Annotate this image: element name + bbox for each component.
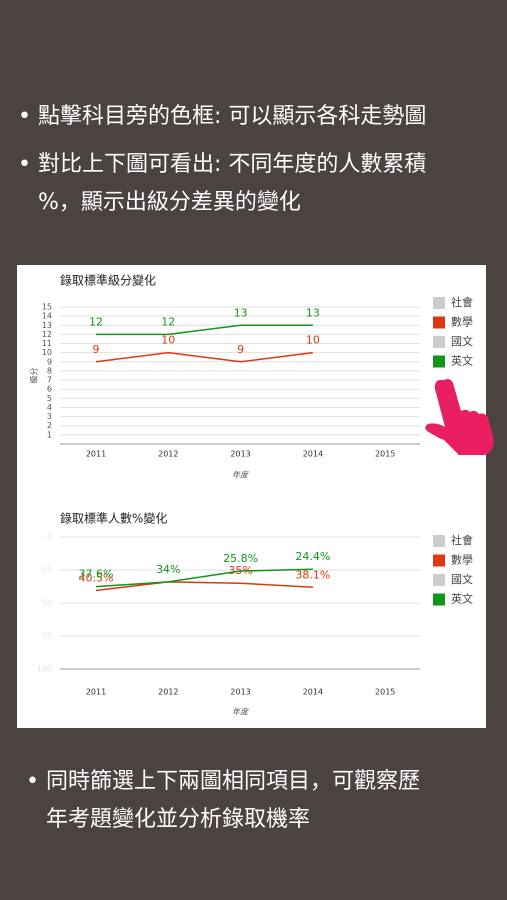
legend-label: 數學 [451, 554, 473, 567]
data-label: 38.1% [295, 568, 330, 581]
x-tick-label: 2014 [303, 450, 323, 459]
y-tick-label: 6 [47, 385, 52, 394]
data-label: 24.4% [295, 550, 330, 563]
series-line [95, 351, 313, 363]
data-label: 25.8% [223, 552, 258, 565]
data-label: 40.5% [79, 571, 114, 584]
y-tick-label: 14 [42, 312, 52, 321]
x-tick-label: 2012 [158, 688, 178, 697]
y-axis-label: 級分 [29, 368, 39, 384]
data-label: 13 [234, 306, 248, 319]
data-label: 9 [93, 343, 100, 356]
y-tick-label: 11 [42, 339, 52, 348]
y-tick-label: 25 [42, 566, 52, 575]
legend-label: 國文 [451, 334, 473, 348]
data-label: 9 [237, 343, 244, 356]
x-tick-label: 2011 [86, 450, 106, 459]
chart-title: 錄取標準人數%變化 [60, 511, 167, 526]
data-label: 34% [156, 563, 180, 576]
legend-label: 國文 [451, 572, 473, 586]
y-tick-label: 0 [47, 533, 52, 542]
data-label: 13 [306, 306, 320, 319]
bullet-line: 點擊科目旁的色框: 可以顯示各科走勢圖 [38, 104, 427, 129]
data-label: 10 [306, 334, 320, 347]
x-tick-label: 2012 [158, 450, 178, 459]
y-tick-label: 12 [42, 330, 52, 339]
hand [425, 379, 494, 455]
bullet: • 同時篩選上下兩圖相同項目，可觀察歷 年考題變化並分析錄取機率 [26, 763, 420, 839]
legend-swatch[interactable] [433, 336, 445, 348]
legend-swatch[interactable] [433, 554, 445, 567]
x-tick-label: 2014 [303, 688, 323, 697]
data-label: 35% [228, 564, 252, 577]
y-tick-label: 9 [47, 357, 52, 366]
y-tick-label: 100 [37, 665, 52, 674]
y-tick-label: 75 [42, 632, 52, 641]
y-tick-label: 50 [42, 599, 52, 608]
legend-swatch[interactable] [433, 535, 445, 547]
chart-title: 錄取標準級分變化 [60, 273, 156, 288]
bullet-dot: • [26, 769, 39, 794]
legend-label: 英文 [451, 354, 473, 368]
legend-swatch[interactable] [433, 316, 445, 329]
y-tick-label: 15 [42, 303, 52, 312]
y-tick-label: 4 [47, 403, 52, 412]
hand-icon [425, 379, 494, 455]
series-line [96, 324, 313, 336]
x-tick-label: 2015 [375, 450, 395, 459]
x-tick-label: 2013 [230, 450, 250, 459]
y-tick-label: 8 [47, 366, 52, 375]
panel [17, 265, 486, 728]
bullet-line: 同時篩選上下兩圖相同項目，可觀察歷 [46, 769, 421, 794]
y-tick-label: 1 [47, 430, 52, 439]
bullet-dot: • [18, 152, 31, 177]
data-label: 10 [161, 334, 175, 347]
y-tick-label: 7 [47, 376, 52, 385]
legend-label: 英文 [451, 592, 473, 606]
series-line [95, 568, 313, 588]
y-tick-label: 5 [47, 394, 52, 403]
data-label: 12 [89, 315, 103, 328]
legend-label: 數學 [451, 316, 473, 329]
legend-swatch[interactable] [433, 574, 445, 586]
bullet-dot: • [18, 104, 31, 129]
bullet: • 對比上下圖可看出: 不同年度的人數累積 %，顯示出級分差異的變化 [18, 146, 426, 222]
y-tick-label: 10 [42, 348, 52, 357]
y-tick-label: 2 [47, 421, 52, 430]
legend-label: 社會 [451, 295, 473, 309]
bullet-line: 年考題變化並分析錄取機率 [46, 807, 311, 832]
bullet: • 點擊科目旁的色框: 可以顯示各科走勢圖 [18, 98, 426, 136]
y-tick-label: 3 [47, 412, 52, 421]
data-label: 12 [161, 315, 175, 328]
y-tick-label: 13 [42, 321, 52, 330]
bullet-line: %，顯示出級分差異的變化 [38, 190, 301, 215]
x-axis-label: 年度 [232, 471, 250, 480]
x-tick-label: 2015 [375, 688, 395, 697]
legend-swatch[interactable] [433, 297, 445, 309]
legend-swatch[interactable] [433, 355, 445, 368]
data-label: 37.6% [79, 568, 114, 581]
legend-label: 社會 [451, 533, 473, 547]
series-line [95, 581, 313, 592]
legend-swatch[interactable] [433, 593, 445, 606]
x-tick-label: 2013 [230, 688, 250, 697]
x-axis-label: 年度 [232, 708, 250, 717]
x-tick-label: 2011 [86, 688, 106, 697]
bullet-line: 對比上下圖可看出: 不同年度的人數累積 [38, 152, 427, 177]
